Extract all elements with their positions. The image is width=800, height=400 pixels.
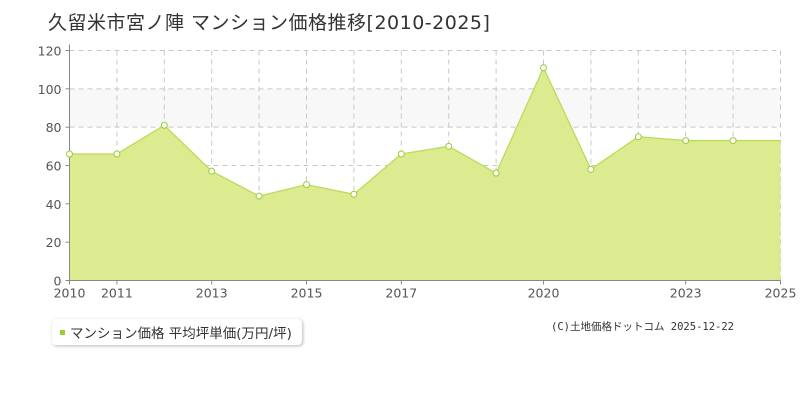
chart-title: 久留米市宮ノ陣 マンション価格推移[2010-2025] — [48, 12, 491, 34]
data-point — [492, 169, 500, 177]
data-point — [397, 150, 405, 158]
data-points — [66, 64, 737, 200]
y-tick-label: 60 — [46, 159, 62, 174]
x-tick-label: 2020 — [528, 286, 560, 301]
x-tick-label: 2023 — [670, 286, 702, 301]
area-fill — [69, 67, 781, 281]
data-point — [350, 190, 358, 198]
y-tick-label: 40 — [46, 197, 62, 212]
data-point — [587, 165, 595, 173]
data-point — [66, 150, 73, 158]
x-tick-label: 2025 — [765, 286, 797, 301]
x-tick-label: 2010 — [54, 286, 86, 301]
y-tick-label: 20 — [46, 235, 62, 250]
y-tick-labels: 0 20 40 60 80 100 120 — [38, 44, 62, 289]
legend-label: マンション価格 平均坪単価(万円/坪) — [70, 326, 292, 342]
x-tick-label: 2013 — [196, 286, 228, 301]
legend-swatch — [60, 329, 65, 335]
data-point — [634, 133, 642, 141]
data-point — [208, 167, 216, 175]
data-point — [255, 192, 263, 200]
data-point — [682, 137, 690, 145]
data-point — [303, 181, 310, 189]
x-tick-label: 2017 — [385, 286, 417, 301]
legend: マンション価格 平均坪単価(万円/坪) — [52, 319, 302, 345]
y-tick-label: 80 — [46, 120, 62, 135]
data-point — [113, 150, 121, 158]
upper-band — [69, 88, 781, 128]
axes — [65, 44, 781, 285]
y-tick-label: 120 — [38, 44, 62, 59]
y-tick-label: 100 — [38, 82, 62, 97]
data-point — [445, 142, 453, 150]
x-tick-label: 2015 — [291, 286, 323, 301]
y-tick-label: 0 — [54, 274, 62, 289]
data-point — [160, 121, 168, 129]
x-tick-labels: 2010 2011 2013 2015 2017 2020 2023 2025 — [54, 286, 797, 301]
data-point — [540, 64, 547, 72]
data-point — [729, 137, 737, 145]
x-tick-label: 2011 — [101, 286, 133, 301]
credit-text: (C)土地価格ドットコム 2025-12-22 — [551, 321, 735, 333]
price-line — [69, 66, 781, 197]
